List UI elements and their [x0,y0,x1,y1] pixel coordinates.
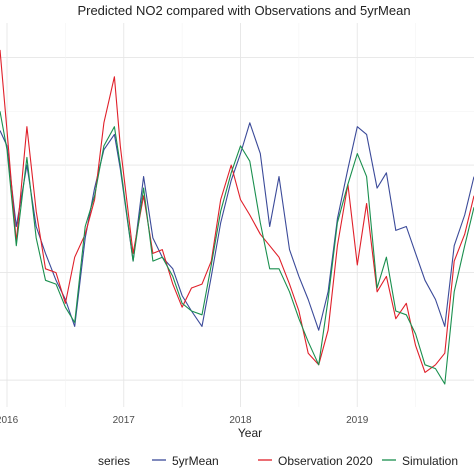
x-tick-label: 2019 [346,415,369,426]
plot-area [0,23,474,407]
chart-title: Predicted NO2 compared with Observations… [77,3,410,18]
x-tick-label: 2016 [0,415,19,426]
plot-background [0,23,474,407]
legend-label-simulation: Simulation [402,454,458,468]
x-axis-title: Year [238,426,262,440]
x-tick-label: 2018 [229,415,252,426]
legend-label-observation-2020: Observation 2020 [278,454,373,468]
x-axis-ticks: 2016 2017 2018 2019 [0,415,369,426]
series-line-simulation [0,111,474,385]
legend-title: series [98,454,130,468]
legend: series 5yrMean Observation 2020 Simulation [98,454,458,468]
series-line-5yrmean [0,122,474,331]
series-lines [0,49,474,385]
legend-label-5yrmean: 5yrMean [172,454,219,468]
series-line-observation-2020 [0,49,474,373]
x-tick-label: 2017 [113,415,136,426]
grid [0,23,474,407]
